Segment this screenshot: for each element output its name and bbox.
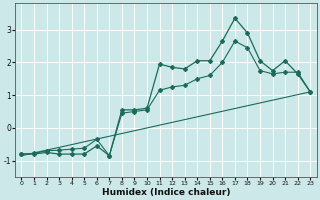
X-axis label: Humidex (Indice chaleur): Humidex (Indice chaleur) (101, 188, 230, 197)
